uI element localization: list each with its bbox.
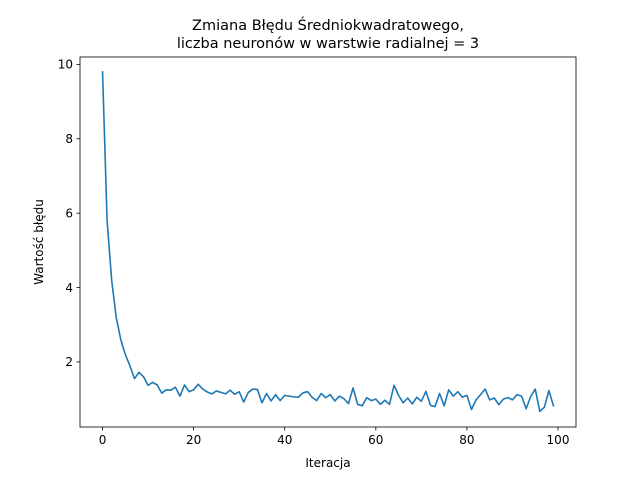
series-line (101, 71, 555, 413)
chart-title: Zmiana Błędu Średniokwadratowego, liczba … (177, 16, 479, 52)
chart-title-line: Zmiana Błędu Średniokwadratowego, (192, 16, 464, 34)
chart-title-line: liczba neuronów w warstwie radialnej = 3 (177, 36, 479, 52)
y-tick-label: 6 (65, 206, 73, 220)
x-tick-label: 60 (368, 433, 383, 447)
x-tick-label: 0 (99, 433, 107, 447)
x-tick-label: 40 (277, 433, 292, 447)
x-axis-label: Iteracja (305, 456, 350, 470)
series-lines (101, 71, 555, 413)
x-axis-ticks: 0 20 40 60 80 100 (99, 427, 570, 447)
y-tick-label: 8 (65, 132, 73, 146)
y-axis-ticks: 2 4 6 8 10 (58, 58, 80, 369)
plot-area (79, 56, 577, 428)
y-tick-label: 2 (65, 355, 73, 369)
x-tick-label: 100 (547, 433, 570, 447)
y-tick-label: 4 (65, 281, 73, 295)
y-tick-label: 10 (58, 58, 73, 72)
y-axis-label: Wartość błędu (32, 199, 46, 285)
x-tick-label: 20 (186, 433, 201, 447)
x-tick-label: 80 (459, 433, 474, 447)
